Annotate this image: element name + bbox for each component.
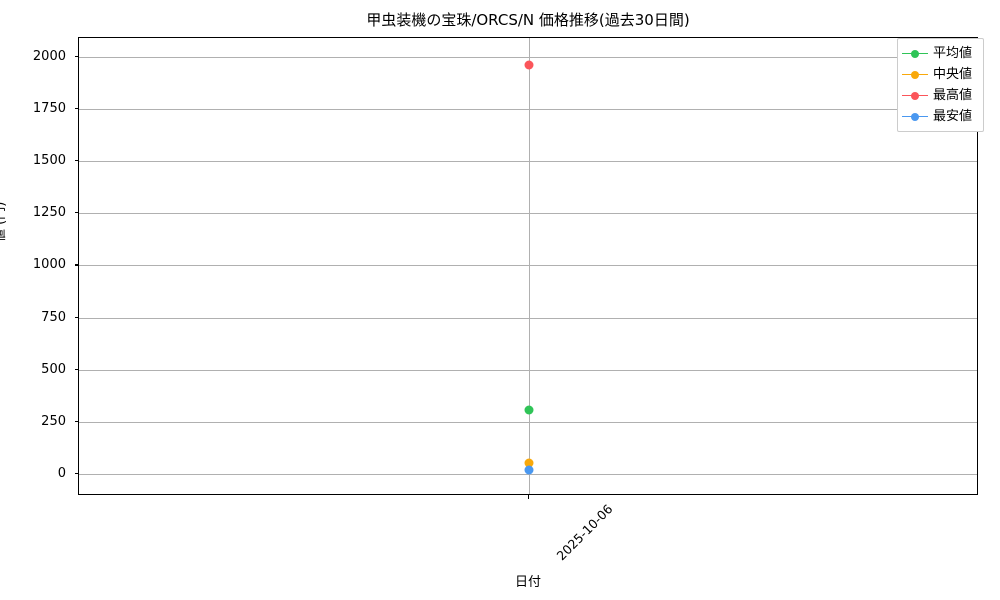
legend-label: 最高値 [933,88,973,103]
gridline-x [529,38,530,494]
legend-dot-icon [911,91,919,100]
gridline-y [79,265,977,267]
y-tick-mark [74,264,79,266]
y-tick-label: 1500 [32,153,66,169]
legend-item[interactable]: 最高値 [902,85,978,106]
y-tick-mark [74,420,79,423]
legend-item[interactable]: 平均値 [902,43,978,64]
data-point [524,405,534,415]
y-tick-label: 1750 [32,100,66,116]
gridline-y [79,161,977,163]
y-tick-mark [74,160,79,162]
y-tick-mark [74,212,79,214]
x-axis-title: 日付 [514,575,541,590]
plot-area [78,37,978,495]
legend-label: 最安値 [933,109,973,124]
legend-marker-icon [902,48,928,60]
data-point [524,60,534,70]
data-point [524,458,534,468]
y-tick-label: 750 [41,309,66,325]
gridline-y [79,317,977,319]
legend-marker-icon [902,111,928,123]
legend-marker-icon [902,90,928,102]
gridline-y [79,369,977,371]
y-axis-title: 値 (円) [0,201,8,242]
legend-label: 中央値 [933,67,973,82]
legend-marker-icon [902,69,928,81]
y-tick-mark [74,107,79,110]
y-tick-label: 250 [41,413,66,429]
y-tick-label: 1250 [32,205,66,221]
y-tick-label: 2000 [32,48,66,64]
legend-item[interactable]: 中央値 [902,64,978,85]
y-tick-label: 1000 [32,257,66,273]
y-tick-mark [74,55,79,57]
x-tick-mark [528,495,530,499]
y-tick-label: 0 [57,466,66,482]
chart-legend: 平均値中央値最高値最安値 [897,38,984,132]
y-tick-label: 500 [41,361,66,377]
gridline-y [79,213,977,215]
y-tick-mark [74,368,79,370]
legend-label: 平均値 [933,46,973,61]
legend-item[interactable]: 最安値 [902,106,978,127]
gridline-y [79,56,977,58]
y-tick-mark [74,473,79,475]
data-point [524,465,534,475]
legend-dot-icon [911,49,919,58]
y-tick-mark [74,316,79,318]
gridline-y [79,421,977,423]
chart-title: 甲虫装機の宝珠/ORCS/N 価格推移(過去30日間) [366,11,690,29]
legend-dot-icon [911,70,919,79]
legend-dot-icon [911,112,919,121]
gridline-y [79,108,977,110]
